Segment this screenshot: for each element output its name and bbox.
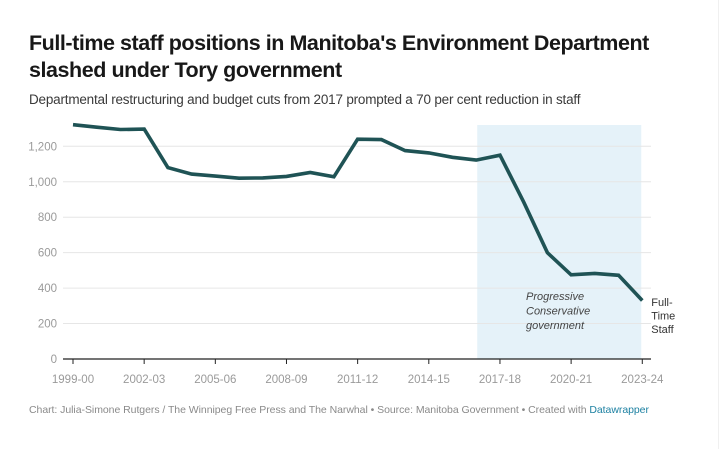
annotation-line: Conservative bbox=[526, 306, 590, 318]
footer-credit: Chart: Julia-Simone Rutgers / The Winnip… bbox=[29, 404, 368, 416]
series-end-label: Full- Time Staff bbox=[651, 297, 675, 336]
footer-separator: • bbox=[518, 404, 529, 416]
x-tick-label: 2011-12 bbox=[337, 374, 378, 386]
datawrapper-link[interactable]: Datawrapper bbox=[589, 404, 649, 416]
x-tick-label: 2014-15 bbox=[408, 374, 450, 386]
x-tick-label: 2020-21 bbox=[550, 374, 592, 386]
x-tick-label: 2008-09 bbox=[265, 374, 307, 386]
annotation-line: Progressive bbox=[526, 291, 584, 303]
y-tick-label: 200 bbox=[38, 319, 57, 331]
chart-title: Full-time staff positions in Manitoba's … bbox=[29, 31, 649, 82]
y-tick-label: 600 bbox=[38, 248, 57, 260]
x-tick-label: 2005-06 bbox=[194, 374, 236, 386]
y-tick-label: 400 bbox=[38, 283, 57, 295]
series-line-full-time-staff bbox=[72, 122, 644, 302]
series-label-line: Full- bbox=[651, 297, 673, 309]
x-tick-label: 2017-18 bbox=[479, 374, 521, 386]
y-tick-label: 800 bbox=[38, 212, 57, 224]
annotation-line: government bbox=[526, 320, 585, 332]
chart-footer: Chart: Julia-Simone Rutgers / The Winnip… bbox=[29, 404, 649, 416]
footer-created-with: Created with bbox=[528, 404, 590, 416]
highlight-annotation: Progressive Conservative government bbox=[526, 291, 590, 332]
x-tick-label: 2023-24 bbox=[621, 374, 664, 386]
footer-separator: • bbox=[367, 404, 378, 416]
series-label-line: Staff bbox=[651, 324, 674, 336]
y-tick-label: 0 bbox=[51, 354, 57, 366]
chart-subtitle: Departmental restructuring and budget cu… bbox=[29, 92, 581, 107]
series-label-line: Time bbox=[651, 311, 675, 323]
x-tick-label: 1999-00 bbox=[52, 374, 94, 386]
y-tick-label: 1,200 bbox=[28, 141, 57, 153]
x-tick-label: 2002-03 bbox=[123, 374, 165, 386]
y-tick-label: 1,000 bbox=[28, 177, 57, 189]
footer-source: Source: Manitoba Government bbox=[377, 404, 519, 416]
